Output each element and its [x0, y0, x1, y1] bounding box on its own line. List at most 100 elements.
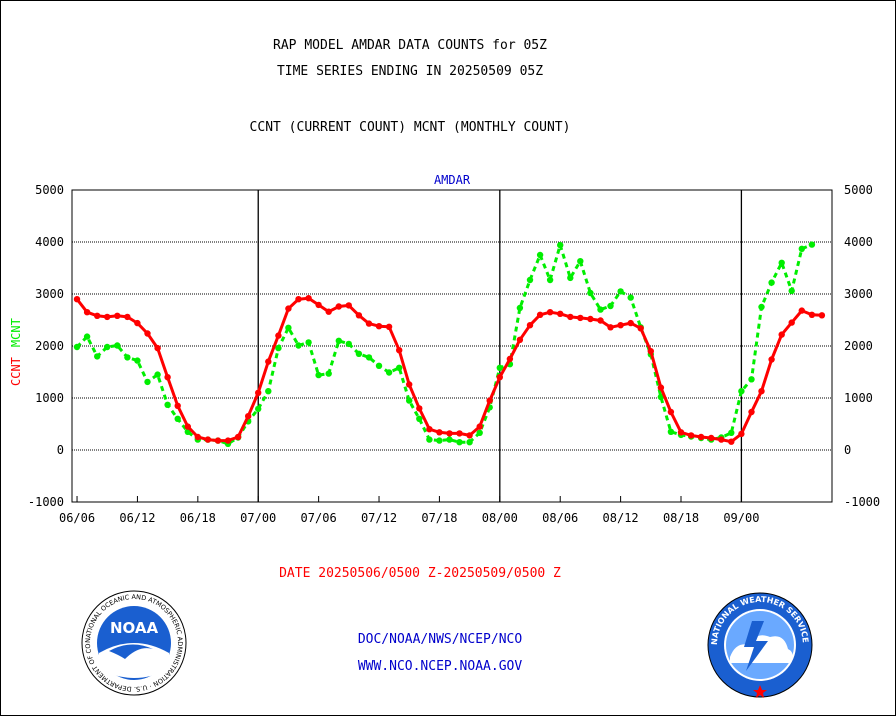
data-point-ccnt [667, 408, 675, 416]
y-tick-label-left: -1000 [28, 495, 64, 509]
data-point-mcnt [426, 436, 433, 443]
data-point-ccnt [738, 430, 745, 438]
y-axis-label-ccnt: CCNT [9, 357, 23, 386]
data-point-ccnt [335, 303, 342, 310]
data-point-ccnt [486, 397, 493, 404]
data-point-ccnt [214, 437, 222, 444]
data-point-ccnt [788, 319, 795, 326]
data-point-ccnt [396, 347, 403, 354]
data-point-ccnt [275, 332, 282, 339]
data-point-mcnt [315, 371, 322, 379]
data-point-mcnt [758, 303, 765, 311]
chart-title-line1: RAP MODEL AMDAR DATA COUNTS for 05Z [273, 38, 547, 53]
data-point-ccnt [154, 344, 161, 352]
y-tick-label-right: -1000 [844, 495, 880, 509]
data-point-mcnt [385, 369, 393, 376]
data-point-ccnt [557, 310, 564, 317]
data-point-ccnt [104, 313, 111, 321]
data-point-mcnt [748, 376, 755, 383]
url-line: WWW.NCO.NCEP.NOAA.GOV [357, 659, 523, 674]
data-point-mcnt [83, 333, 91, 340]
data-point-mcnt [275, 344, 282, 352]
data-point-mcnt [104, 343, 111, 351]
data-point-mcnt [617, 288, 624, 295]
org-line: DOC/NOAA/NWS/NCEP/NCO [357, 632, 523, 647]
data-point-ccnt [426, 426, 433, 433]
data-point-ccnt [597, 317, 604, 324]
x-tick-label: 09/00 [723, 511, 759, 525]
data-point-ccnt [768, 356, 775, 363]
y-tick-label-left: 2000 [35, 339, 64, 353]
data-point-ccnt [164, 374, 171, 381]
data-point-ccnt [516, 336, 524, 343]
data-point-mcnt [536, 251, 544, 259]
y-tick-label-right: 1000 [844, 391, 873, 405]
data-point-mcnt [567, 274, 574, 282]
data-point-ccnt [657, 384, 665, 391]
data-point-mcnt [768, 279, 775, 286]
data-point-ccnt [446, 430, 453, 437]
data-point-mcnt [476, 429, 483, 436]
data-point-mcnt [546, 276, 554, 284]
data-point-ccnt [798, 307, 805, 314]
data-point-ccnt [536, 311, 544, 318]
data-point-ccnt [526, 322, 534, 329]
data-point-ccnt [295, 296, 302, 303]
data-point-mcnt [285, 324, 292, 331]
chart-subtitle: CCNT (CURRENT COUNT) MCNT (MONTHLY COUNT… [249, 120, 571, 135]
data-point-ccnt [808, 311, 816, 318]
nws-logo: NATIONAL WEATHER SERVICE [707, 592, 813, 698]
data-point-mcnt [114, 342, 121, 349]
data-point-mcnt [778, 259, 785, 266]
y-tick-label-left: 3000 [35, 287, 64, 301]
data-point-mcnt [597, 306, 604, 313]
data-point-ccnt [325, 308, 332, 315]
data-point-ccnt [184, 423, 191, 430]
data-point-mcnt [335, 337, 342, 344]
data-point-ccnt [83, 309, 91, 316]
y-tick-label-left: 4000 [35, 235, 64, 249]
data-point-ccnt [385, 323, 393, 330]
data-point-mcnt [627, 294, 634, 301]
data-point-mcnt [295, 342, 302, 349]
data-point-ccnt [778, 331, 785, 338]
date-range-label: DATE 20250506/0500 Z-20250509/0500 Z [279, 566, 561, 581]
data-point-mcnt [265, 388, 272, 395]
data-point-mcnt [94, 353, 101, 360]
data-point-ccnt [456, 430, 463, 437]
data-point-ccnt [355, 312, 363, 319]
data-point-mcnt [375, 362, 383, 369]
data-point-ccnt [697, 433, 705, 441]
data-point-ccnt [245, 413, 252, 420]
data-point-ccnt [406, 381, 413, 388]
x-tick-label: 07/18 [421, 511, 457, 525]
x-tick-label: 07/12 [361, 511, 397, 525]
data-point-ccnt [345, 302, 352, 309]
x-tick-label: 08/18 [663, 511, 699, 525]
data-point-mcnt [526, 276, 534, 284]
data-point-ccnt [748, 408, 755, 416]
data-point-ccnt [315, 301, 322, 309]
data-point-mcnt [738, 388, 745, 395]
data-point-mcnt [73, 343, 81, 351]
data-point-ccnt [546, 309, 554, 316]
data-point-mcnt [144, 378, 151, 386]
y-tick-label-right: 5000 [844, 183, 873, 197]
data-point-mcnt [436, 437, 443, 444]
data-point-mcnt [788, 287, 795, 295]
x-tick-label: 06/18 [180, 511, 216, 525]
data-point-mcnt [456, 439, 463, 446]
data-point-mcnt [798, 245, 805, 252]
data-point-ccnt [718, 436, 725, 443]
data-point-mcnt [164, 401, 171, 408]
data-point-mcnt [808, 241, 816, 248]
x-tick-label: 08/06 [542, 511, 578, 525]
data-point-mcnt [496, 364, 503, 371]
data-point-ccnt [375, 323, 383, 330]
data-point-ccnt [174, 402, 181, 409]
data-point-ccnt [708, 434, 715, 442]
y-tick-label-left: 5000 [35, 183, 64, 197]
data-point-ccnt [627, 319, 634, 327]
data-point-mcnt [124, 354, 131, 361]
data-point-mcnt [516, 304, 524, 312]
